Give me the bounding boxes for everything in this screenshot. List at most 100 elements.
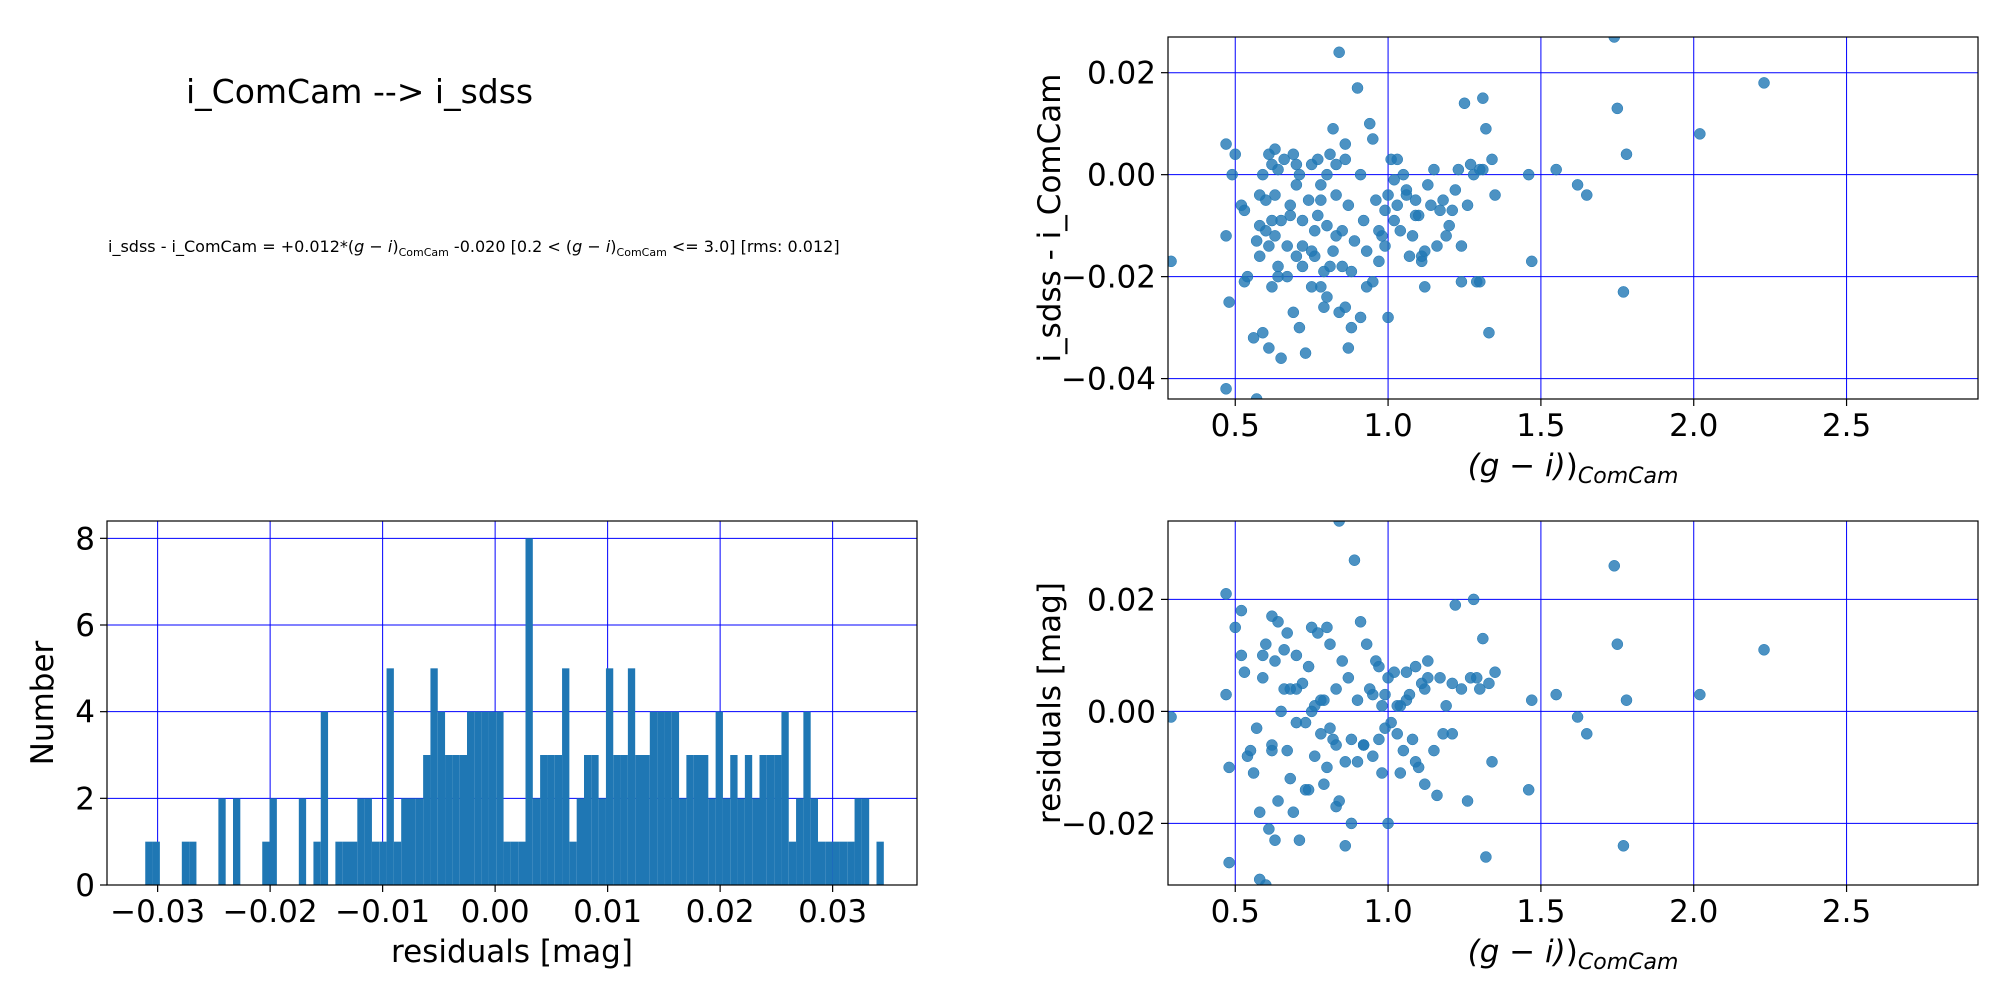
scatter-point [1257,326,1269,339]
histogram-bar [730,755,738,885]
scatter-point [1302,194,1315,206]
histogram-bar [701,755,709,885]
scatter-point [1315,179,1327,191]
scatter-point [1446,204,1459,217]
scatter-point [1281,627,1293,639]
scatter-point [1229,621,1241,634]
scatter-point [1483,677,1495,690]
scatter-point [1489,189,1501,201]
scatter-point [1278,153,1290,166]
scatter-point [1455,275,1468,288]
panel-top-right: 0.5 1.0 1.5 2.0 2.5 −0.04 −0.02 0.00 0.02 (g − i)… [1032,36,1979,489]
scatter-point [1486,153,1498,166]
scatter-point [1220,383,1232,395]
scatter-point [1370,194,1382,206]
scatter-point [1434,204,1446,217]
scatter-point [1321,168,1333,181]
scatter-point [1758,77,1770,89]
scatter-point [1220,688,1232,701]
formula-sub-2: ComCam [616,246,667,260]
scatter-point [1449,184,1462,196]
scatter-point [1464,672,1477,684]
scatter-point [1250,393,1263,399]
scatter-point [1250,235,1263,247]
scatter-point [1373,255,1385,268]
histogram-bar [613,755,621,885]
scatter-point [1406,230,1419,242]
histogram-bar [364,798,372,885]
scatter-point [1348,554,1361,566]
scatter-point [1269,189,1281,201]
x-tick-label: 2.5 [1822,894,1871,930]
histogram-bar [423,755,431,885]
scatter-point [1299,347,1312,359]
histogram-bar [525,538,533,885]
histogram-bar [518,841,526,885]
scatter-point [1394,767,1407,779]
formula-lhs: i_sdss - i_ComCam = +0.012*( [108,237,355,256]
x-tick-label: −0.02 [223,894,318,930]
histogram-bar [459,755,467,885]
scatter-point [1379,688,1391,701]
histogram-bar [430,668,438,885]
x-tick-label: −0.01 [335,894,430,930]
scatter-point [1269,230,1281,242]
scatter-point [1437,728,1449,740]
histogram-bar [547,755,555,885]
histogram-bar [854,798,862,885]
scatter-point [1400,666,1413,678]
formula-mid: -0.020 [0.2 < ( [448,237,573,256]
scatter-point [1400,189,1413,201]
histogram-bar [679,798,687,885]
scatter-point [1379,240,1391,252]
x-tick-label: 0.00 [461,894,530,930]
scatter-point [1287,306,1300,319]
scatter-point [1461,199,1474,212]
histogram-bar [766,755,775,885]
scatter-point [1388,174,1400,186]
scatter-point [1351,756,1364,768]
histogram-bar [335,841,343,885]
scatter-point [1308,224,1321,237]
scatter-point [1351,82,1364,94]
histogram-bar [269,798,277,885]
scatter-point [1257,168,1269,181]
x-tick-label: 0.5 [1211,894,1260,930]
formula-var-i-2: i [605,237,611,256]
scatter-point [1235,649,1248,662]
scatter-point [1296,260,1309,273]
scatter-point [1269,655,1281,667]
x-axis-label: (g − i))ComCam [1468,448,1679,489]
scatter-point [1477,163,1489,176]
scatter-point [1247,332,1260,344]
scatter-point [1260,638,1272,650]
scatter-point [1223,761,1235,774]
scatter-point [1391,199,1403,212]
scatter-point [1330,683,1342,695]
x-tick-label: 0.5 [1211,408,1260,444]
x-tick-label: 2.0 [1669,408,1718,444]
x-tick-label: 2.0 [1669,894,1718,930]
scatter-point [1272,260,1284,273]
scatter-point [1550,688,1562,701]
scatter-point [1312,153,1324,166]
histogram-bar [752,798,760,885]
scatter-point [1434,672,1446,684]
scatter-point [1419,778,1431,790]
scatter-point [1394,224,1407,237]
scatter-point [1431,789,1443,802]
scatter-point [1302,660,1315,673]
scatter-point [1330,158,1342,171]
scatter-point [1428,744,1440,757]
scatter-point [1324,638,1336,650]
histogram-bar [540,755,548,885]
scatter-point [1312,627,1324,639]
scatter-point [1263,240,1275,252]
histogram-bar [415,798,424,885]
histogram-bar [635,755,643,885]
histogram-bar [189,841,197,885]
histogram-bar [803,711,811,885]
scatter-point [1443,219,1455,232]
scatter-point [1758,644,1770,656]
scatter-point [1318,301,1330,313]
